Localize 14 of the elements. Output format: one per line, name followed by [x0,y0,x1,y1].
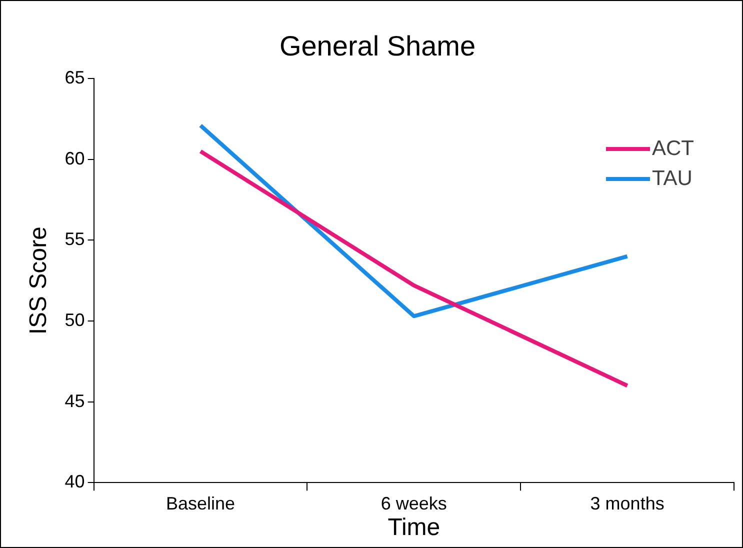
x-axis-title: Time [388,514,440,542]
legend-label: TAU [652,166,692,191]
y-tick-label: 40 [64,472,85,492]
y-tick-label: 55 [64,229,85,250]
x-tick-label: Baseline [166,493,236,514]
y-tick-label: 60 [64,148,85,168]
x-tick-label: 6 weeks [380,493,447,514]
legend-label: ACT [652,136,694,161]
y-tick-label: 45 [64,390,85,411]
y-axis-title: ISS Score [25,226,52,335]
x-tick-label: 3 months [590,493,664,514]
chart-title: General Shame [279,30,476,62]
y-tick-label: 65 [64,68,85,88]
y-tick-label: 50 [64,310,85,330]
